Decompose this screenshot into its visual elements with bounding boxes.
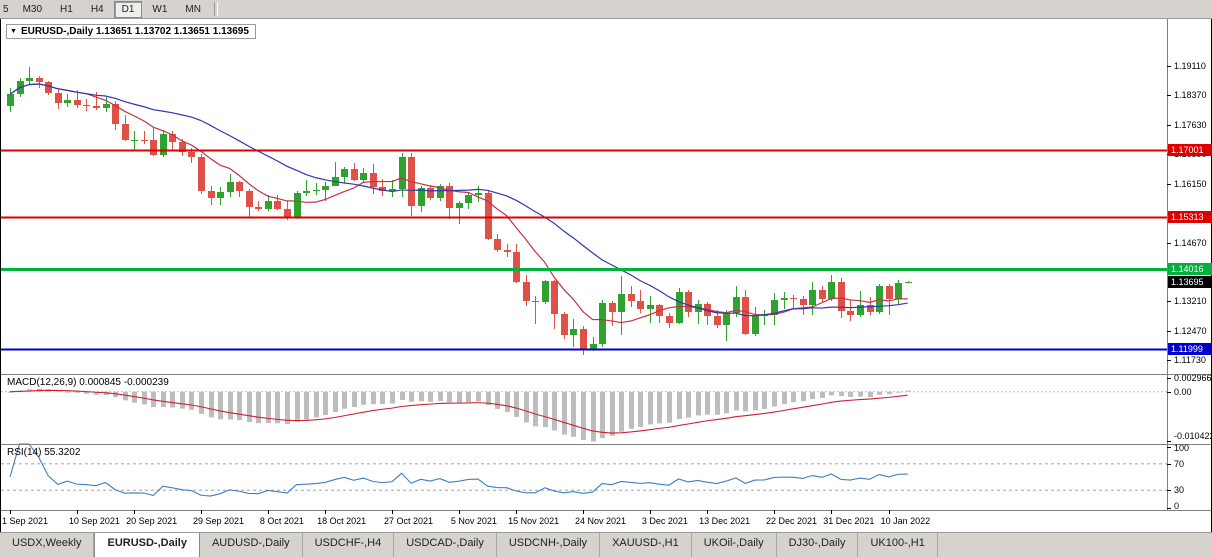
price-tick-label: 1.19110 bbox=[1174, 61, 1206, 71]
price-tick-label: 1.16150 bbox=[1174, 178, 1207, 189]
date-tick-label: 29 Sep 2021 bbox=[193, 516, 245, 526]
date-tick-label: 3 Dec 2021 bbox=[641, 516, 688, 526]
date-tick-label: 10 Sep 2021 bbox=[68, 516, 120, 526]
level-price-box: 1.14016 bbox=[1168, 262, 1212, 275]
tab-usdx-weekly[interactable]: USDX,Weekly bbox=[0, 533, 95, 557]
chart-title: ▼ EURUSD-,Daily 1.13651 1.13702 1.13651 … bbox=[6, 24, 256, 39]
price-tick-label: 1.18370 bbox=[1174, 90, 1207, 101]
date-tick-label: 8 Oct 2021 bbox=[259, 516, 304, 526]
tab-usdcad-daily[interactable]: USDCAD-,Daily bbox=[394, 533, 497, 557]
tab-eurusd-daily[interactable]: EURUSD-,Daily bbox=[94, 533, 200, 557]
rsi-label: RSI(14) 55.3202 bbox=[7, 447, 81, 458]
tab-ukoil-daily[interactable]: UKOil-,Daily bbox=[691, 533, 777, 557]
date-tick-label: 18 Oct 2021 bbox=[317, 516, 367, 526]
date-tick-label: 10 Jan 2022 bbox=[880, 516, 931, 526]
tab-audusd-daily[interactable]: AUDUSD-,Daily bbox=[199, 533, 303, 557]
tab-uk100-h1[interactable]: UK100-,H1 bbox=[858, 533, 938, 557]
tab-usdchf-h4[interactable]: USDCHF-,H4 bbox=[302, 533, 395, 557]
price-tick-label: 1.13210 bbox=[1174, 296, 1207, 307]
period-button-m30[interactable]: M30 bbox=[22, 3, 43, 15]
date-tick-label: 1 Sep 2021 bbox=[2, 516, 49, 526]
period-button-w1[interactable]: W1 bbox=[152, 3, 168, 15]
timeframe-toolbar: 5 M30 H1 H4 D1 W1 MN bbox=[0, 0, 1212, 19]
period-button-h4[interactable]: H4 bbox=[90, 3, 104, 15]
date-tick-label: 27 Oct 2021 bbox=[384, 516, 434, 526]
tab-xauusd-h1[interactable]: XAUUSD-,H1 bbox=[600, 533, 692, 557]
price-tick-label: 1.14670 bbox=[1174, 237, 1207, 248]
level-price-box: 1.17001 bbox=[1168, 144, 1212, 157]
macd-axis-label: 0.002966 bbox=[1174, 373, 1212, 383]
chart-title-text: EURUSD-,Daily 1.13651 1.13702 1.13651 1.… bbox=[20, 26, 249, 37]
price-tick-label: 1.17630 bbox=[1174, 119, 1207, 130]
toolbar-separator bbox=[213, 2, 218, 16]
price-tick-label: 1.11730 bbox=[1174, 355, 1206, 366]
macd-label: MACD(12,26,9) 0.000845 -0.000239 bbox=[7, 377, 169, 388]
period-button-5[interactable]: 5 bbox=[3, 3, 9, 15]
chart-tabs-bar: USDX,Weekly EURUSD-,Daily AUDUSD-,Daily USD… bbox=[0, 532, 1212, 557]
date-tick-label: 31 Dec 2021 bbox=[823, 516, 875, 526]
level-price-box: 1.15313 bbox=[1168, 211, 1212, 224]
rsi-axis-label: 0 bbox=[1174, 501, 1180, 511]
price-tick-label: 1.12470 bbox=[1174, 325, 1207, 336]
date-tick-label: 15 Nov 2021 bbox=[508, 516, 560, 526]
rsi-axis-label: 100 bbox=[1174, 443, 1190, 453]
date-tick-label: 13 Dec 2021 bbox=[699, 516, 751, 526]
tab-dj30-daily[interactable]: DJ30-,Daily bbox=[776, 533, 859, 557]
period-button-d1[interactable]: D1 bbox=[113, 0, 143, 18]
rsi-axis-label: 30 bbox=[1174, 485, 1185, 496]
macd-axis-label: 0.00 bbox=[1174, 386, 1192, 397]
rsi-axis-label: 70 bbox=[1174, 458, 1185, 469]
period-button-mn[interactable]: MN bbox=[185, 3, 201, 15]
period-button-h1[interactable]: H1 bbox=[60, 3, 73, 15]
macd-axis-label: -0.010422 bbox=[1174, 431, 1212, 441]
tab-usdcnh-daily[interactable]: USDCNH-,Daily bbox=[496, 533, 601, 557]
date-tick-label: 22 Dec 2021 bbox=[766, 516, 818, 526]
level-price-box: 1.11999 bbox=[1168, 343, 1212, 356]
symbol-dropdown-icon[interactable]: ▼ bbox=[10, 28, 17, 35]
current-price-box: 1.13695 bbox=[1168, 275, 1212, 288]
date-tick-label: 20 Sep 2021 bbox=[126, 516, 178, 526]
date-tick-label: 5 Nov 2021 bbox=[450, 516, 497, 526]
date-tick-label: 24 Nov 2021 bbox=[575, 516, 627, 526]
